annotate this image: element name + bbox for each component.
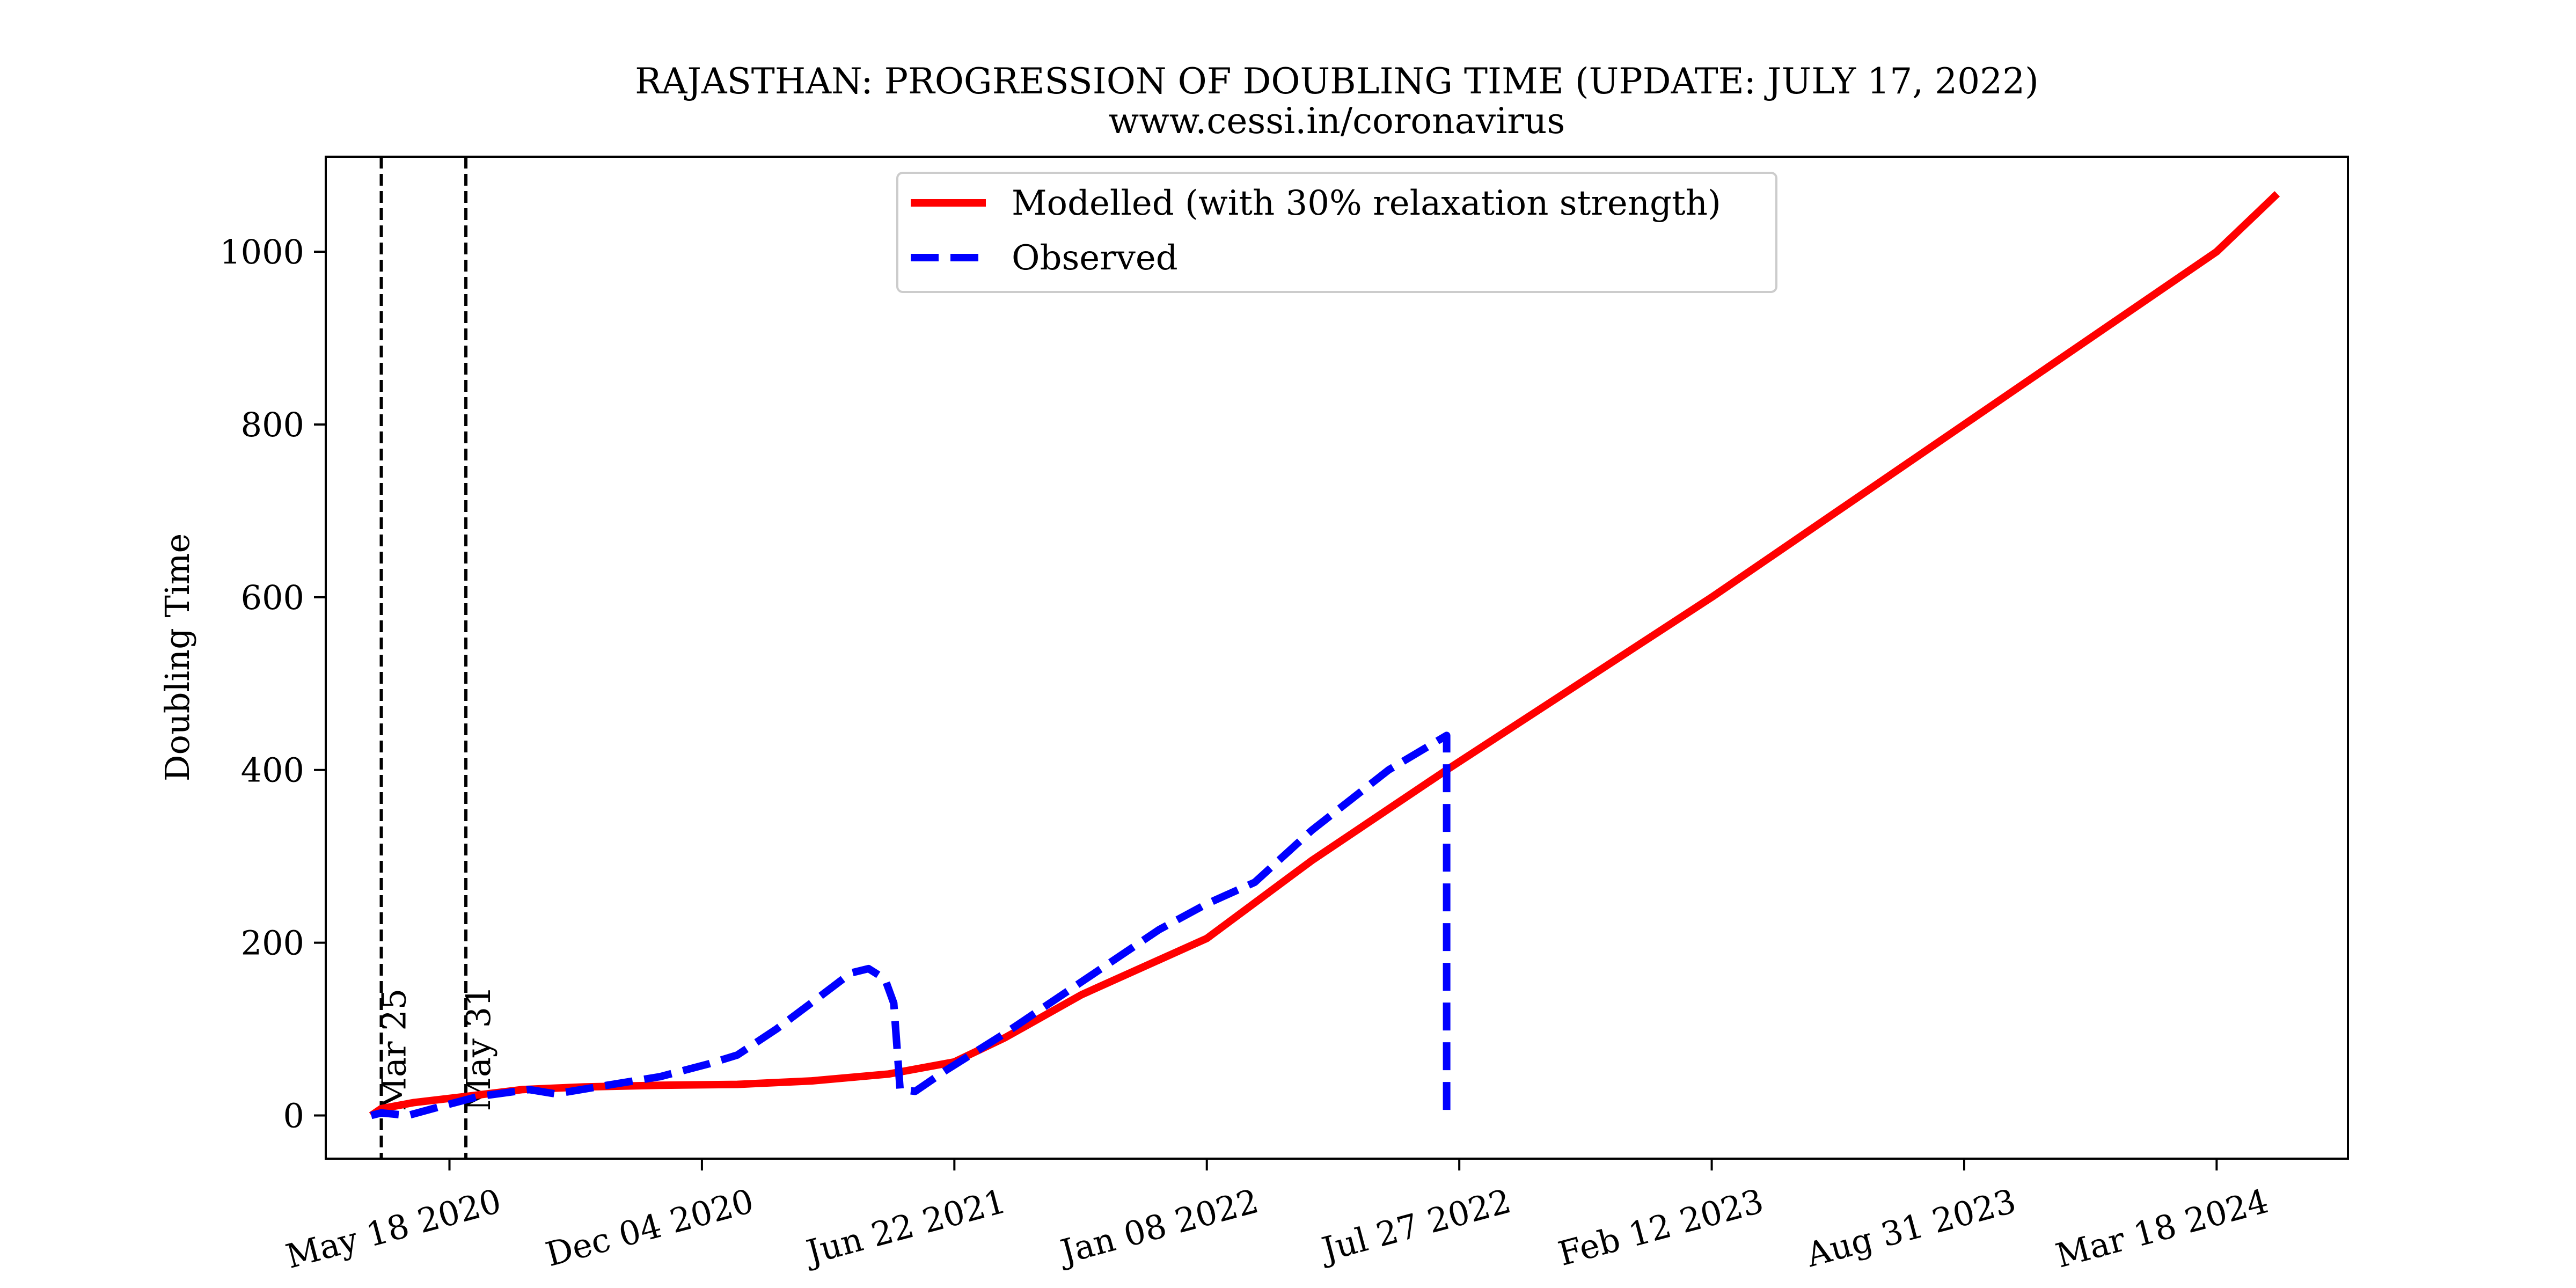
y-tick-label-400: 400 bbox=[241, 751, 304, 790]
legend-observed-label: Observed bbox=[1012, 238, 1178, 278]
y-tick-label-1000: 1000 bbox=[219, 232, 304, 272]
legend-box bbox=[896, 172, 1777, 293]
y-tick-label-0: 0 bbox=[283, 1096, 304, 1136]
vline-label-0: Mar 25 bbox=[374, 989, 413, 1111]
chart-subtitle: www.cessi.in/coronavirus bbox=[1109, 100, 1565, 142]
series-line-0 bbox=[369, 191, 2280, 1119]
legend: Modelled (with 30% relaxation strength) … bbox=[896, 172, 1777, 293]
plot-area: Mar 25 May 31 bbox=[369, 157, 2280, 1159]
chart-title: RAJASTHAN: PROGRESSION OF DOUBLING TIME … bbox=[635, 61, 2039, 102]
y-axis-label: Doubling Time bbox=[158, 533, 197, 781]
y-tick-label-200: 200 bbox=[241, 924, 304, 963]
series-line-1 bbox=[370, 731, 1451, 1119]
plot-frame bbox=[325, 156, 2349, 1160]
y-tick-label-800: 800 bbox=[241, 405, 304, 444]
legend-modelled-label: Modelled (with 30% relaxation strength) bbox=[1012, 184, 1721, 223]
y-tick-label-600: 600 bbox=[241, 578, 304, 617]
y-axis: 0 200 400 600 800 1000 bbox=[219, 232, 326, 1136]
